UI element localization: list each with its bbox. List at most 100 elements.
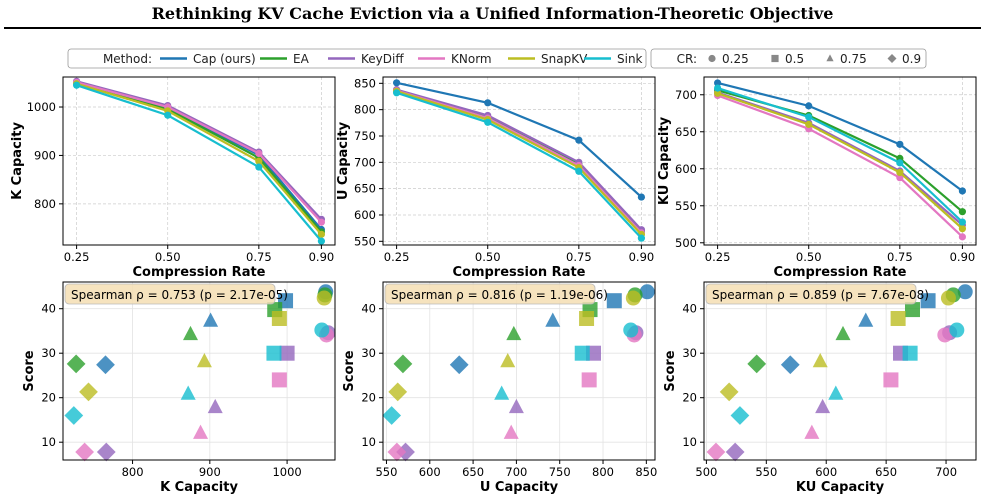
x-tick-label: 0.25 (384, 250, 410, 264)
data-point-snapkv (958, 225, 967, 233)
scatter-point-ea-cr-0-9 (66, 354, 86, 374)
scatter-point-sink-cr-0-5 (574, 345, 590, 361)
y-tick-label: 10 (41, 435, 56, 449)
y-axis-label: Score (22, 350, 37, 391)
scatter-point-ea-cr-0-5 (904, 302, 920, 318)
plot-frame (703, 76, 977, 246)
series-line-knorm (396, 89, 643, 234)
scatter-point-sink-cr-0-25 (623, 322, 639, 338)
scatter-point-knorm-cr-0-75 (193, 424, 209, 439)
spearman-annotation-box (384, 283, 596, 305)
series-line-ea (76, 82, 323, 233)
panel-score-vs-score: 550 600 650 700 750 800 850 10 20 30 40 U Capacity S… (342, 281, 657, 495)
x-tick-label: 0.50 (475, 250, 501, 264)
scatter-point-knorm-cr-0-75 (503, 424, 519, 439)
spearman-annotation: Spearman ρ = 0.816 (p = 1.19e-06) (391, 288, 608, 302)
x-tick-label: 850 (635, 465, 657, 479)
y-tick-label: 850 (354, 76, 376, 90)
y-tick-label: 10 (361, 435, 376, 449)
scatter-point-sink-cr-0-75 (494, 385, 510, 400)
x-tick-label: 0.75 (246, 250, 272, 264)
data-point-cap-ours (393, 79, 401, 87)
x-tick-label: 0.25 (705, 250, 731, 264)
series-line-sink (76, 84, 323, 242)
y-axis-label: K Capacity (10, 122, 25, 200)
series-line-ea (396, 89, 643, 233)
spearman-annotation-box (705, 283, 917, 305)
scatter-point-cap-ours-cr-0-5 (606, 293, 622, 309)
x-tick-label: 0.50 (796, 250, 822, 264)
scatter-point-snapkv-cr-0-25 (940, 290, 956, 306)
plot-frame (62, 281, 336, 461)
legend-item-cap-ours: Cap (ours) (193, 52, 256, 66)
scatter-point-keydiff-cr-0-9 (96, 442, 116, 462)
data-point-snapkv (805, 120, 813, 128)
y-tick-label: 700 (354, 155, 376, 169)
x-tick-label: 0.75 (887, 250, 913, 264)
x-tick-label: 700 (935, 465, 957, 479)
series-line-snapkv (717, 92, 964, 230)
series-line-cap-ours (76, 81, 323, 231)
method-legend-box (67, 48, 647, 69)
x-axis-label: Compression Rate (773, 265, 906, 280)
scatter-point-cap-ours-cr-0-9 (449, 355, 469, 375)
x-tick-label: 800 (122, 465, 144, 479)
data-point-snapkv (714, 89, 722, 97)
data-point-snapkv (896, 168, 904, 177)
y-tick-label: 550 (675, 199, 697, 213)
y-tick-label: 20 (361, 391, 376, 405)
scatter-point-cap-ours-cr-0-25 (639, 284, 655, 300)
scatter-point-sink-cr-0-25 (949, 322, 965, 338)
scatter-point-snapkv-cr-0-9 (79, 382, 98, 402)
x-tick-label: 600 (815, 465, 837, 479)
scatter-point-snapkv-cr-0-25 (316, 290, 332, 306)
plot-frame (703, 281, 977, 461)
scatter-point-sink-cr-0-9 (382, 406, 402, 425)
data-point-sink (73, 81, 81, 89)
legend-cr-0-5: 0.5 (785, 52, 804, 66)
data-point-sink (714, 84, 722, 92)
data-point-sink (164, 111, 172, 119)
data-point-knorm (317, 218, 325, 226)
y-tick-label: 500 (675, 236, 697, 250)
scatter-point-sink-cr-0-5 (266, 345, 282, 361)
spearman-annotation: Spearman ρ = 0.753 (p = 2.17e-05) (71, 288, 288, 302)
scatter-point-sink-cr-0-25 (314, 322, 330, 338)
scatter-point-sink-cr-0-75 (180, 385, 196, 400)
y-tick-label: 550 (354, 234, 376, 248)
scatter-point-knorm-cr-0-5 (883, 372, 899, 388)
scatter-point-cap-ours-cr-0-9 (96, 355, 115, 375)
series-line-keydiff (396, 88, 643, 231)
x-tick-label: 900 (199, 465, 221, 479)
panel-score-vs-score: 500 550 600 650 700 10 20 30 40 KU Capacity Score S… (663, 281, 977, 495)
scatter-point-keydiff-cr-0-75 (815, 398, 831, 414)
scatter-point-keydiff-cr-0-5 (279, 345, 295, 361)
y-tick-label: 20 (41, 391, 56, 405)
y-tick-label: 20 (682, 391, 697, 405)
x-tick-label: 650 (875, 465, 897, 479)
spearman-annotation-box (64, 283, 276, 305)
plot-frame (382, 76, 656, 246)
y-tick-label: 800 (354, 103, 376, 117)
scatter-point-sink-cr-0-75 (828, 385, 844, 400)
panel-score-vs-score: 800 900 1000 10 20 30 40 K Capacity Score Spearma… (22, 281, 336, 495)
scatter-point-snapkv-cr-0-75 (196, 353, 212, 368)
figure-title: Rethinking KV Cache Eviction via a Unifi… (151, 4, 834, 23)
series-line-snapkv (396, 90, 643, 236)
x-tick-label: 1000 (272, 465, 301, 479)
scatter-point-snapkv-cr-0-5 (579, 310, 595, 326)
legend-marker-circle-icon (708, 54, 716, 63)
data-point-sink (637, 234, 646, 242)
scatter-point-ea-cr-0-9 (747, 354, 767, 374)
y-tick-label: 750 (354, 129, 376, 143)
scatter-point-ea-cr-0-9 (393, 354, 413, 374)
y-axis-label: U Capacity (336, 121, 351, 200)
scatter-point-knorm-cr-0-25 (937, 327, 953, 343)
x-axis-label: U Capacity (480, 480, 559, 495)
title-rule (4, 27, 981, 29)
x-tick-label: 0.50 (155, 250, 181, 264)
legend-marker-diamond-icon (887, 54, 897, 63)
scatter-point-ea-cr-0-75 (835, 325, 851, 341)
data-point-snapkv (317, 230, 325, 238)
